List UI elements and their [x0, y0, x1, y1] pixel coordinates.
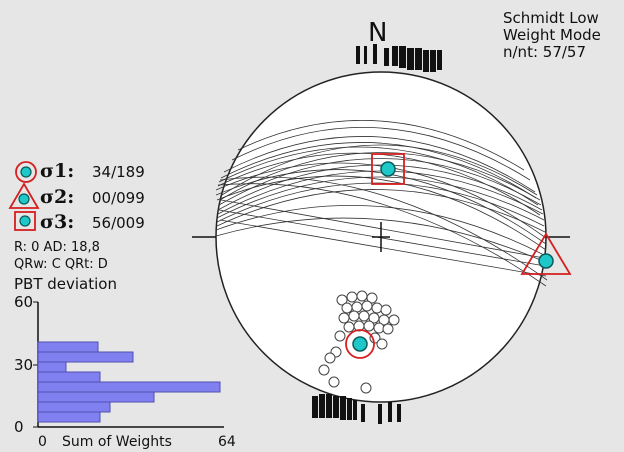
- histogram-bar: [37, 391, 155, 403]
- data-points: [318, 290, 400, 394]
- sigma1-marker: [345, 329, 375, 359]
- north-label: N: [368, 18, 388, 48]
- fault-great-circles: [215, 119, 548, 287]
- histogram-xlabel-left: 0: [38, 434, 47, 450]
- histogram-title: PBT deviation: [14, 275, 117, 293]
- stats-qr: QRw: C QRt: D: [14, 257, 108, 272]
- histogram: [33, 301, 224, 428]
- histogram-bar: [37, 411, 101, 423]
- net-crosshair: [192, 222, 570, 252]
- histogram-bar: [37, 371, 101, 383]
- histogram-bar: [37, 401, 111, 413]
- triangle-icon: [8, 182, 40, 209]
- histogram-bar: [37, 381, 221, 393]
- header-line1: Schmidt Low: [503, 9, 599, 27]
- sigma3-label: σ3:: [40, 211, 75, 233]
- sigma2-marker: [520, 232, 572, 275]
- circle-icon: [15, 161, 37, 183]
- sigma2-label: σ2:: [40, 186, 75, 208]
- south-tick-marks: [312, 394, 401, 424]
- histogram-ytick-60: 60: [14, 293, 34, 311]
- sigma3-value: 56/009: [92, 214, 145, 232]
- stats-r-ad: R: 0 AD: 18,8: [14, 240, 100, 255]
- header-block: Schmidt Low Weight Mode n/nt: 57/57: [503, 10, 601, 61]
- histogram-ytick-0: 0: [14, 418, 24, 436]
- histogram-xlabel-right: 64: [218, 434, 236, 450]
- sigma1-value: 34/189: [92, 163, 145, 181]
- histogram-bar: [37, 351, 134, 363]
- header-line3: n/nt: 57/57: [503, 43, 586, 61]
- header-line2: Weight Mode: [503, 26, 601, 44]
- square-icon: [14, 211, 36, 231]
- histogram-bars: [37, 341, 221, 423]
- north-tick-marks: [356, 44, 442, 72]
- sigma1-label: σ1:: [40, 160, 75, 182]
- sigma3-marker: [371, 153, 405, 185]
- histogram-bar: [37, 341, 99, 353]
- histogram-xlabel: Sum of Weights: [62, 434, 172, 450]
- histogram-ytick-30: 30: [14, 356, 34, 374]
- histogram-bar: [37, 361, 67, 373]
- sigma2-value: 00/099: [92, 189, 145, 207]
